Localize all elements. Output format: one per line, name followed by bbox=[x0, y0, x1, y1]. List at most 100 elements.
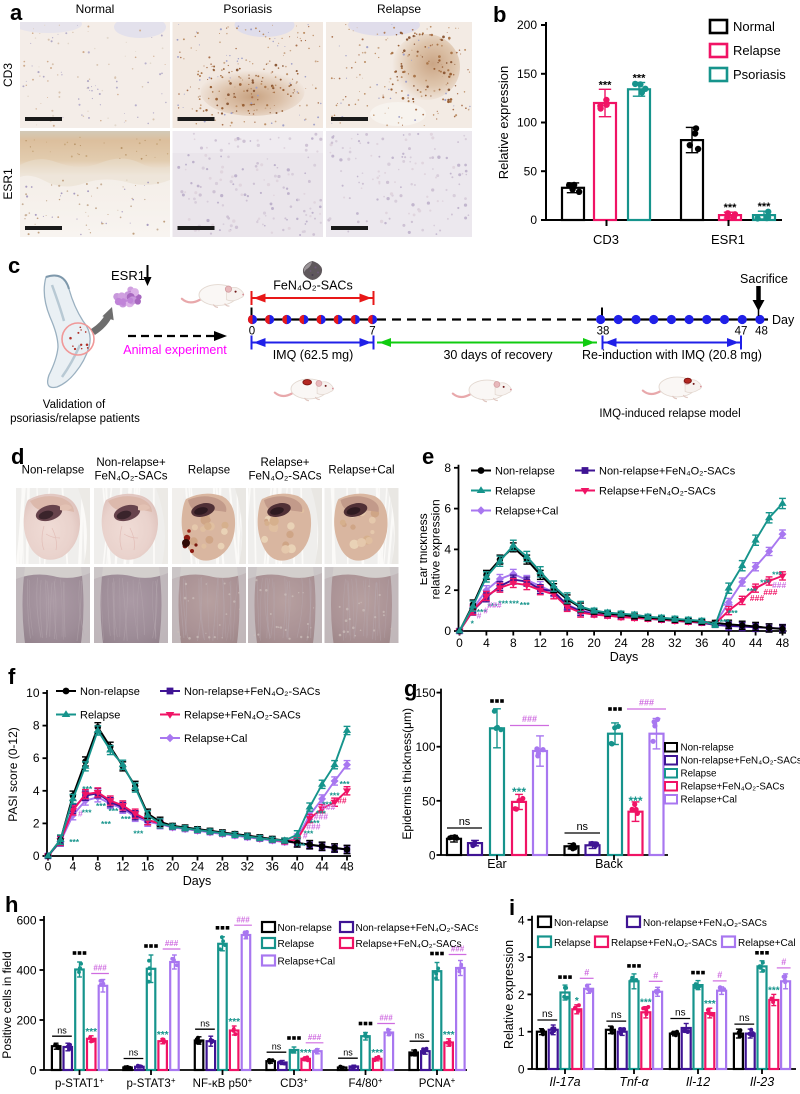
svg-text:relative expression: relative expression bbox=[429, 499, 443, 599]
svg-text:36: 36 bbox=[266, 860, 280, 874]
svg-text:Relapse+FeN₄O₂-SACs: Relapse+FeN₄O₂-SACs bbox=[356, 939, 462, 950]
svg-text:8: 8 bbox=[444, 461, 451, 475]
svg-text:0: 0 bbox=[530, 213, 537, 227]
svg-text:Non-relapse+FeN₄O₂-SACs: Non-relapse+FeN₄O₂-SACs bbox=[184, 686, 321, 698]
svg-text:Non-relapse+FeN₄O₂-SACs: Non-relapse+FeN₄O₂-SACs bbox=[681, 756, 800, 767]
svg-text:CD3+: CD3+ bbox=[280, 1076, 308, 1090]
svg-text:c: c bbox=[8, 255, 20, 278]
svg-text:Relapse+Cal: Relapse+Cal bbox=[328, 465, 394, 477]
svg-text:#: # bbox=[584, 967, 589, 977]
svg-text:Relapse+FeN₄O₂-SACs: Relapse+FeN₄O₂-SACs bbox=[681, 782, 785, 793]
svg-text:44: 44 bbox=[749, 636, 763, 650]
svg-text:***: *** bbox=[720, 617, 731, 627]
svg-text:###: ### bbox=[314, 812, 328, 822]
svg-text:***: *** bbox=[498, 598, 509, 608]
svg-text:***: *** bbox=[82, 808, 93, 818]
svg-text:ns: ns bbox=[129, 1048, 139, 1058]
svg-text:***: *** bbox=[509, 598, 520, 608]
svg-text:47: 47 bbox=[735, 326, 748, 338]
svg-text:100: 100 bbox=[517, 116, 537, 130]
svg-text:Relative expression: Relative expression bbox=[496, 66, 511, 179]
svg-text:***: *** bbox=[96, 801, 107, 811]
svg-text:Ear thickness: Ear thickness bbox=[420, 513, 430, 585]
svg-text:***: *** bbox=[157, 1030, 169, 1041]
svg-text:Days: Days bbox=[183, 874, 211, 888]
svg-text:*: * bbox=[471, 618, 475, 628]
svg-text:Psoriasis: Psoriasis bbox=[223, 2, 272, 16]
svg-text:***: *** bbox=[101, 819, 112, 829]
svg-text:i: i bbox=[509, 895, 515, 920]
svg-text:Tnf-α: Tnf-α bbox=[619, 1075, 649, 1089]
svg-text:PASI score (0-12): PASI score (0-12) bbox=[6, 727, 20, 821]
svg-text:Relapse+Cal: Relapse+Cal bbox=[495, 506, 558, 518]
svg-text:***: *** bbox=[758, 201, 772, 213]
svg-text:Epidermis thickness(μm): Epidermis thickness(μm) bbox=[400, 708, 414, 840]
svg-text:ESR1: ESR1 bbox=[111, 268, 145, 283]
svg-text:***: *** bbox=[303, 829, 314, 839]
svg-text:Non-relapse+FeN₄O₂-SACs: Non-relapse+FeN₄O₂-SACs bbox=[599, 466, 736, 478]
svg-text:###: ### bbox=[522, 714, 537, 724]
svg-text:###: ### bbox=[332, 795, 346, 805]
svg-text:Non-relapse+FeN₄O₂-SACs: Non-relapse+FeN₄O₂-SACs bbox=[643, 918, 767, 929]
svg-text:48: 48 bbox=[340, 860, 354, 874]
svg-text:Relapse+Cal: Relapse+Cal bbox=[184, 733, 247, 745]
svg-text:0: 0 bbox=[429, 849, 436, 863]
svg-text:32: 32 bbox=[668, 636, 682, 650]
svg-text:Non-relapse: Non-relapse bbox=[278, 923, 333, 934]
svg-text:***: *** bbox=[310, 818, 321, 828]
svg-text:Normal: Normal bbox=[733, 19, 775, 34]
svg-text:p-STAT3+: p-STAT3+ bbox=[127, 1076, 176, 1090]
svg-text:Non-relapse: Non-relapse bbox=[495, 466, 555, 478]
svg-text:ns: ns bbox=[576, 821, 588, 833]
svg-text:***: *** bbox=[322, 799, 333, 809]
svg-text:Normal: Normal bbox=[76, 2, 115, 16]
svg-text:6: 6 bbox=[33, 751, 40, 765]
svg-text:Non-relapse: Non-relapse bbox=[681, 743, 735, 754]
svg-text:***: *** bbox=[295, 841, 306, 851]
svg-text:40: 40 bbox=[722, 636, 736, 650]
svg-text:Il-17a: Il-17a bbox=[549, 1075, 580, 1089]
svg-text:#: # bbox=[303, 830, 308, 840]
svg-text:ns: ns bbox=[542, 1009, 553, 1020]
svg-text:FeN₄O₂-SACs: FeN₄O₂-SACs bbox=[248, 471, 321, 483]
svg-text:Non-relapse: Non-relapse bbox=[80, 686, 140, 698]
svg-text:Relapse+Cal: Relapse+Cal bbox=[738, 938, 796, 949]
svg-text:20: 20 bbox=[166, 860, 180, 874]
svg-text:Relapse: Relapse bbox=[554, 938, 591, 949]
svg-text:ns: ns bbox=[611, 1010, 622, 1021]
svg-text:***: *** bbox=[747, 586, 758, 596]
svg-text:***: *** bbox=[316, 808, 327, 818]
svg-text:Il-23: Il-23 bbox=[750, 1075, 774, 1089]
svg-text:8: 8 bbox=[510, 636, 517, 650]
svg-text:***: *** bbox=[772, 569, 783, 579]
svg-text:CD3: CD3 bbox=[593, 232, 619, 247]
svg-text:150: 150 bbox=[517, 67, 537, 81]
svg-text:Relapse: Relapse bbox=[377, 2, 421, 16]
svg-text:#: # bbox=[78, 808, 83, 818]
svg-text:***: *** bbox=[768, 985, 780, 996]
svg-text:b: b bbox=[493, 2, 506, 27]
svg-text:Back: Back bbox=[595, 857, 624, 871]
svg-text:28: 28 bbox=[216, 860, 230, 874]
svg-text:Relapse+: Relapse+ bbox=[261, 457, 310, 469]
svg-text:12: 12 bbox=[534, 636, 548, 650]
svg-text:FeN₄O₂-SACs: FeN₄O₂-SACs bbox=[94, 471, 167, 483]
svg-text:###: ### bbox=[451, 945, 465, 954]
svg-text:ns: ns bbox=[415, 1030, 425, 1040]
svg-text:4: 4 bbox=[33, 784, 40, 798]
svg-text:Days: Days bbox=[610, 650, 638, 664]
svg-text:0: 0 bbox=[456, 636, 463, 650]
svg-text:Relapse: Relapse bbox=[278, 939, 315, 950]
svg-text:400: 400 bbox=[16, 964, 36, 978]
svg-text:Relapse+Cal: Relapse+Cal bbox=[681, 795, 737, 806]
svg-text:4: 4 bbox=[444, 542, 451, 556]
svg-text:0: 0 bbox=[33, 849, 40, 863]
svg-text:***: *** bbox=[628, 794, 642, 808]
svg-text:***: *** bbox=[704, 999, 716, 1010]
svg-text:200: 200 bbox=[517, 18, 537, 32]
svg-text:***: *** bbox=[599, 79, 613, 91]
svg-text:ns: ns bbox=[272, 1041, 282, 1051]
svg-text:Relapse: Relapse bbox=[495, 486, 535, 498]
svg-text:Relapse+Cal: Relapse+Cal bbox=[278, 956, 336, 967]
svg-text:CD3: CD3 bbox=[1, 63, 15, 87]
